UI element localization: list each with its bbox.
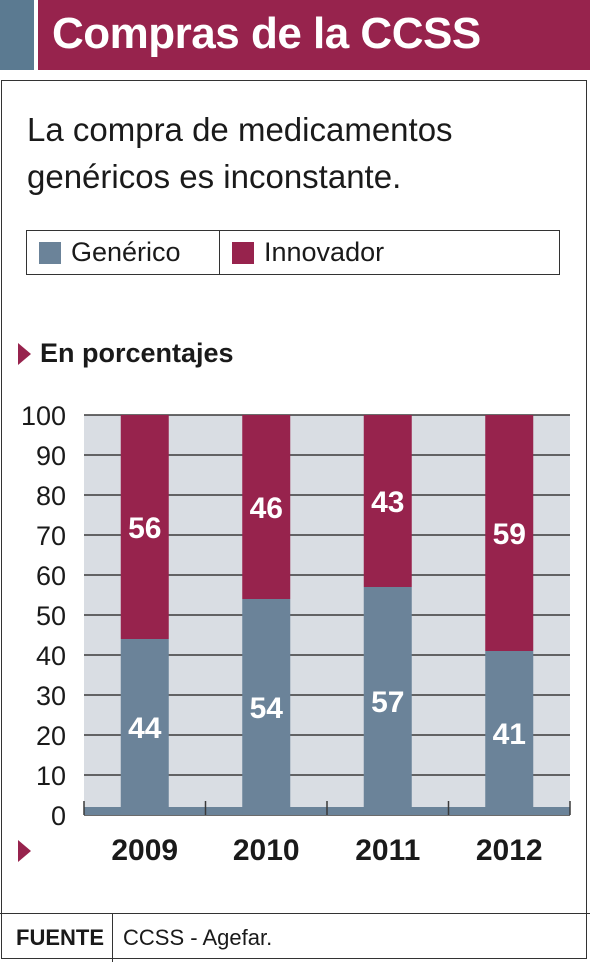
bar-innovador-2009 — [120, 415, 169, 639]
title-band — [38, 0, 590, 70]
data-label-innovador-2009: 56 — [128, 512, 161, 545]
legend-label-generico: Genérico — [71, 237, 181, 267]
y-tick-label-10: 10 — [36, 761, 66, 791]
bar-generico-2012 — [485, 651, 534, 815]
footer: FUENTE CCSS - Agefar. — [0, 913, 590, 962]
legend-swatch-generico — [39, 241, 61, 264]
stacked-bar-chart: 0 10 20 30 40 50 60 70 80 90 100 44 56 2009 54 46 2010 57… — [21, 401, 571, 867]
title-bar: Compras de la CCSS — [0, 0, 590, 70]
data-label-innovador-2010: 46 — [250, 492, 283, 525]
data-label-innovador-2011: 43 — [371, 486, 404, 519]
legend-item-innovador: Innovador — [220, 231, 384, 274]
data-label-generico-2012: 41 — [493, 718, 526, 751]
chart-frame — [1, 80, 587, 959]
x-axis-triangle-marker-icon — [18, 840, 31, 862]
source-label: FUENTE — [16, 924, 104, 950]
x-tick-label-2012: 2012 — [476, 834, 543, 867]
y-tick-label-50: 50 — [36, 601, 66, 631]
y-tick-label-30: 30 — [36, 681, 66, 711]
bar-generico-2010 — [242, 599, 291, 815]
y-tick-label-90: 90 — [36, 441, 66, 471]
data-label-generico-2009: 44 — [128, 712, 162, 745]
y-tick-label-100: 100 — [21, 401, 66, 431]
x-tick-label-2009: 2009 — [111, 834, 178, 867]
legend: Genérico Innovador — [26, 230, 560, 275]
y-tick-label-20: 20 — [36, 721, 66, 751]
triangle-marker-icon — [18, 342, 31, 365]
x-tick-label-2010: 2010 — [233, 834, 300, 867]
bar-innovador-2010 — [242, 415, 291, 599]
bar-generico-2011 — [363, 587, 412, 815]
legend-swatch-innovador — [232, 241, 254, 264]
y-tick-label-70: 70 — [36, 521, 66, 551]
data-label-generico-2010: 54 — [250, 692, 284, 725]
y-tick-label-80: 80 — [36, 481, 66, 511]
x-tick-label-2011: 2011 — [355, 834, 420, 867]
page-title: Compras de la CCSS — [52, 9, 481, 58]
data-label-generico-2011: 57 — [371, 686, 404, 719]
footer-divider — [112, 913, 113, 962]
data-label-innovador-2012: 59 — [493, 518, 526, 551]
bar-innovador-2011 — [363, 415, 412, 587]
subtitle: La compra de medicamentos genéricos es i… — [27, 111, 453, 195]
unit-note-text: En porcentajes — [40, 338, 234, 368]
bar-innovador-2012 — [485, 415, 534, 651]
y-tick-label-40: 40 — [36, 641, 66, 671]
unit-note: En porcentajes — [18, 338, 234, 369]
y-tick-label-60: 60 — [36, 561, 66, 591]
legend-item-generico: Genérico — [27, 231, 220, 274]
source-text: CCSS - Agefar. — [123, 924, 273, 950]
bar-generico-2009 — [120, 639, 169, 815]
y-tick-label-0: 0 — [51, 801, 66, 831]
legend-label-innovador: Innovador — [264, 237, 385, 267]
title-accent-block — [0, 0, 34, 70]
